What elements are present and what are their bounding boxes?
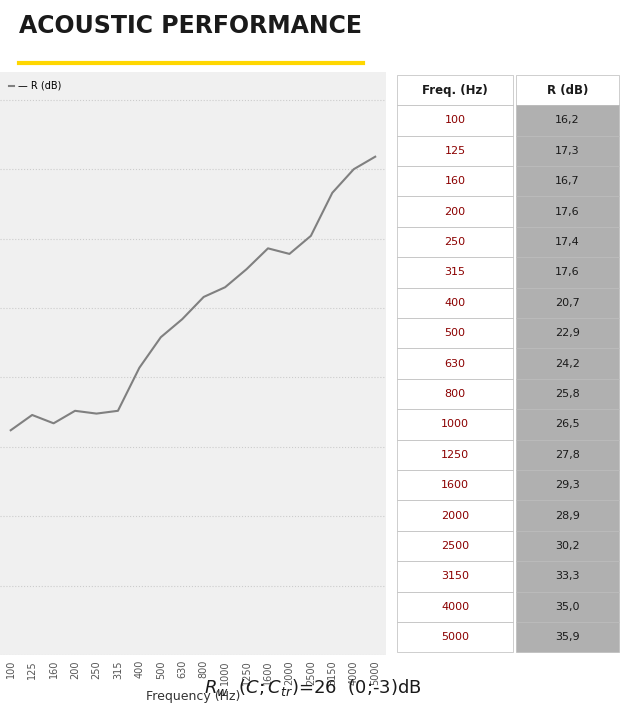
Text: 315: 315 xyxy=(444,267,466,277)
FancyBboxPatch shape xyxy=(397,257,513,287)
Text: R (dB): R (dB) xyxy=(546,84,588,96)
Text: ACOUSTIC PERFORMANCE: ACOUSTIC PERFORMANCE xyxy=(19,14,362,38)
Text: 17,6: 17,6 xyxy=(555,207,580,217)
Text: 17,4: 17,4 xyxy=(555,237,580,247)
Text: 5000: 5000 xyxy=(441,632,469,642)
Text: $R_w$  $(C;C_{tr})$=26  (0;-3)dB: $R_w$ $(C;C_{tr})$=26 (0;-3)dB xyxy=(204,677,422,698)
Text: 24,2: 24,2 xyxy=(555,359,580,369)
Text: 100: 100 xyxy=(444,115,466,125)
Text: 22,9: 22,9 xyxy=(555,328,580,338)
FancyBboxPatch shape xyxy=(516,75,619,105)
FancyBboxPatch shape xyxy=(516,348,619,379)
FancyBboxPatch shape xyxy=(397,348,513,379)
FancyBboxPatch shape xyxy=(397,318,513,348)
FancyBboxPatch shape xyxy=(516,470,619,500)
Text: 27,8: 27,8 xyxy=(555,450,580,460)
FancyBboxPatch shape xyxy=(516,135,619,166)
FancyBboxPatch shape xyxy=(397,166,513,197)
FancyBboxPatch shape xyxy=(516,409,619,440)
Text: 200: 200 xyxy=(444,207,466,217)
Text: 29,3: 29,3 xyxy=(555,480,580,490)
Text: 160: 160 xyxy=(444,176,466,186)
FancyBboxPatch shape xyxy=(516,379,619,409)
FancyBboxPatch shape xyxy=(516,622,619,652)
Text: 2000: 2000 xyxy=(441,510,469,521)
Text: 1600: 1600 xyxy=(441,480,469,490)
Text: 500: 500 xyxy=(444,328,466,338)
Text: 1250: 1250 xyxy=(441,450,469,460)
FancyBboxPatch shape xyxy=(397,500,513,531)
FancyBboxPatch shape xyxy=(397,287,513,318)
FancyBboxPatch shape xyxy=(397,135,513,166)
Legend: — R (dB): — R (dB) xyxy=(5,77,66,94)
FancyBboxPatch shape xyxy=(397,440,513,470)
Text: 33,3: 33,3 xyxy=(555,571,580,581)
Text: 30,2: 30,2 xyxy=(555,541,580,551)
FancyBboxPatch shape xyxy=(397,622,513,652)
Text: 17,6: 17,6 xyxy=(555,267,580,277)
X-axis label: Frequency (Hz): Frequency (Hz) xyxy=(146,690,240,703)
Text: 26,5: 26,5 xyxy=(555,419,580,429)
FancyBboxPatch shape xyxy=(516,592,619,622)
Text: 3150: 3150 xyxy=(441,571,469,581)
FancyBboxPatch shape xyxy=(516,440,619,470)
FancyBboxPatch shape xyxy=(397,531,513,561)
FancyBboxPatch shape xyxy=(397,227,513,257)
Text: 400: 400 xyxy=(444,298,466,308)
FancyBboxPatch shape xyxy=(397,75,513,105)
FancyBboxPatch shape xyxy=(397,561,513,592)
Text: 17,3: 17,3 xyxy=(555,146,580,156)
FancyBboxPatch shape xyxy=(516,500,619,531)
FancyBboxPatch shape xyxy=(516,531,619,561)
Text: 4000: 4000 xyxy=(441,602,469,612)
FancyBboxPatch shape xyxy=(516,227,619,257)
Text: 20,7: 20,7 xyxy=(555,298,580,308)
FancyBboxPatch shape xyxy=(397,105,513,135)
FancyBboxPatch shape xyxy=(516,105,619,135)
Text: 800: 800 xyxy=(444,389,466,399)
FancyBboxPatch shape xyxy=(516,257,619,287)
Text: 35,9: 35,9 xyxy=(555,632,580,642)
FancyBboxPatch shape xyxy=(516,318,619,348)
FancyBboxPatch shape xyxy=(397,409,513,440)
FancyBboxPatch shape xyxy=(397,379,513,409)
Text: 35,0: 35,0 xyxy=(555,602,580,612)
Text: 125: 125 xyxy=(444,146,466,156)
FancyBboxPatch shape xyxy=(397,592,513,622)
FancyBboxPatch shape xyxy=(516,561,619,592)
Text: 16,2: 16,2 xyxy=(555,115,580,125)
Text: Freq. (Hz): Freq. (Hz) xyxy=(423,84,488,96)
FancyBboxPatch shape xyxy=(397,197,513,227)
Text: 630: 630 xyxy=(444,359,466,369)
FancyBboxPatch shape xyxy=(516,287,619,318)
Text: 250: 250 xyxy=(444,237,466,247)
Text: 25,8: 25,8 xyxy=(555,389,580,399)
FancyBboxPatch shape xyxy=(397,470,513,500)
FancyBboxPatch shape xyxy=(516,197,619,227)
FancyBboxPatch shape xyxy=(516,166,619,197)
Text: 2500: 2500 xyxy=(441,541,469,551)
Text: 1000: 1000 xyxy=(441,419,469,429)
Text: 28,9: 28,9 xyxy=(555,510,580,521)
Text: 16,7: 16,7 xyxy=(555,176,580,186)
